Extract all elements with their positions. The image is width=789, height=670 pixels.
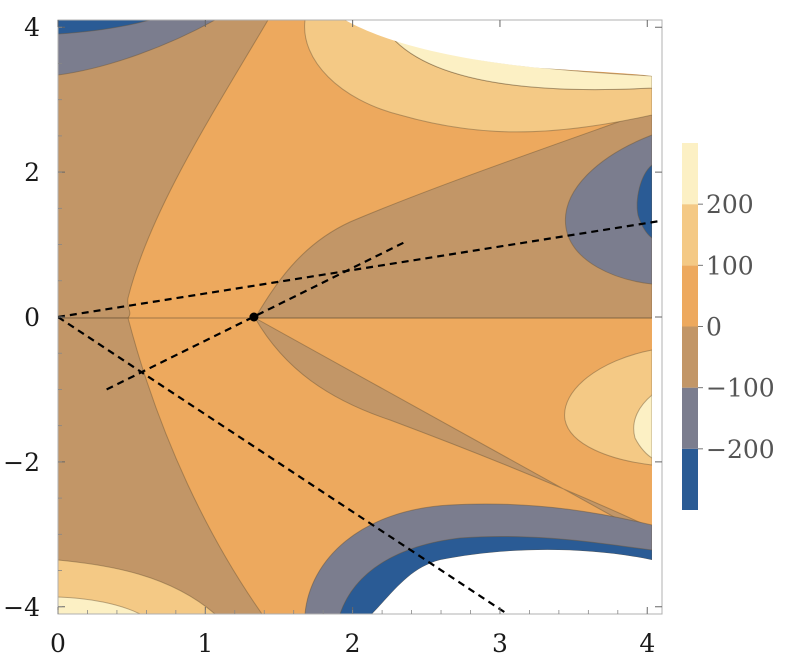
legend-swatch: [682, 326, 698, 388]
legend-swatch: [682, 143, 698, 205]
contour-band-neg100-to-0-lower: [58, 317, 263, 614]
y-tick-label: 2: [24, 158, 40, 187]
contour-regions: [58, 20, 662, 614]
undefined-region-bottom: [372, 549, 662, 614]
y-tick-label: 0: [24, 303, 40, 332]
legend-tick-label: 200: [706, 190, 754, 219]
legend-tick-label: −200: [706, 435, 775, 464]
x-tick-label: 3: [492, 629, 508, 658]
legend-swatch: [682, 387, 698, 449]
critical-point: [249, 312, 259, 322]
contour-band-100-to-200-right: [564, 349, 653, 466]
y-tick-label: 4: [24, 13, 40, 42]
dashed-line-3: [58, 316, 508, 614]
contour-band-200-to-300-right: [633, 393, 653, 459]
y-tick-label: −2: [3, 448, 40, 477]
contour-band-neg200-to-neg100-right: [564, 134, 653, 285]
dashed-line-2: [58, 219, 662, 319]
legend: 200 100 0 −100 −200: [682, 143, 775, 510]
dashed-line-1: [106, 241, 405, 391]
undefined-region-top: [345, 20, 662, 76]
y-tick-label: −4: [3, 593, 40, 622]
y-axis: −4 −2 0 2 4: [3, 13, 662, 622]
legend-tick-label: 0: [706, 313, 722, 342]
x-tick-label: 0: [50, 629, 66, 658]
legend-swatch: [682, 204, 698, 266]
legend-swatch: [682, 448, 698, 510]
x-axis: 0 1 2 3 4: [50, 20, 655, 658]
x-tick-label: 2: [345, 629, 361, 658]
legend-swatch: [682, 265, 698, 327]
contour-band-neg300-to-neg200-top-left: [58, 20, 151, 35]
legend-tick-label: −100: [706, 374, 775, 403]
contour-band-neg300-to-neg200-right: [636, 163, 653, 240]
legend-tick-label: 100: [706, 251, 754, 280]
overlay-group: [58, 219, 662, 614]
x-tick-label: 4: [639, 629, 655, 658]
contour-band-neg200-to-neg100-top-left: [58, 20, 217, 76]
contour-band-neg100-to-0-left: [58, 20, 269, 319]
x-tick-label: 1: [197, 629, 213, 658]
